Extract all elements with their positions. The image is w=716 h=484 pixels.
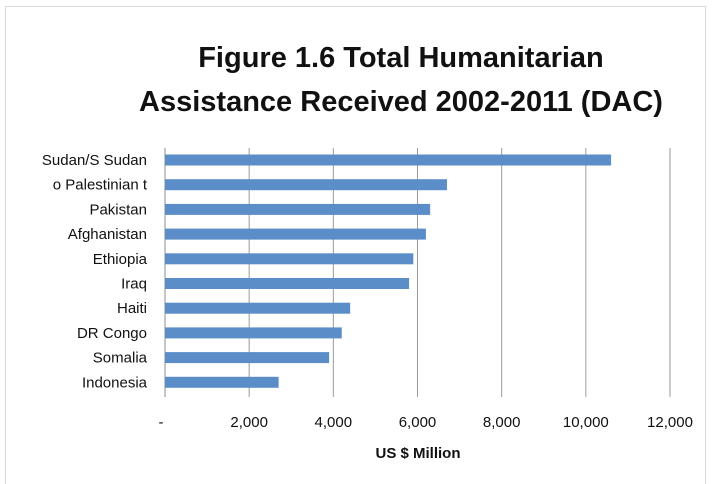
category-label: Somalia	[93, 350, 148, 367]
x-tick-label: 10,000	[563, 414, 609, 431]
category-label: Indonesia	[82, 374, 148, 391]
bars	[165, 154, 612, 388]
bar	[165, 278, 410, 289]
x-axis-title: US $ Million	[375, 445, 460, 462]
bar	[165, 352, 330, 364]
x-tick-label: 4,000	[315, 414, 353, 431]
x-tick-label: 6,000	[399, 414, 437, 431]
chart-title: Figure 1.6 Total Humanitarian Assistance…	[96, 36, 706, 124]
category-label: Pakistan	[89, 201, 147, 218]
chart-title-line-1: Figure 1.6 Total Humanitarian	[198, 42, 604, 74]
x-tick-labels: - 2,000 4,000 6,000 8,000 10,000 12,000	[159, 414, 693, 431]
bar	[165, 327, 342, 339]
bar	[165, 179, 447, 191]
bar	[165, 253, 414, 265]
category-labels: Sudan/S Sudan o Palestinian t Pakistan Afgh…	[42, 152, 148, 391]
x-tick-label: 2,000	[230, 414, 268, 431]
category-label: DR Congo	[77, 325, 147, 342]
category-label: o Palestinian t	[53, 177, 148, 194]
category-label: Afghanistan	[68, 226, 147, 243]
bar	[165, 302, 351, 314]
x-tick-label: -	[159, 414, 164, 431]
chart-frame	[5, 6, 706, 484]
x-tick-label: 12,000	[647, 414, 693, 431]
category-label: Ethiopia	[93, 251, 148, 268]
bar	[165, 228, 426, 240]
bar	[165, 203, 431, 215]
bar	[165, 376, 279, 388]
x-tick-label: 8,000	[483, 414, 521, 431]
bar	[165, 154, 612, 166]
chart-title-line-2: Assistance Received 2002-2011 (DAC)	[139, 86, 663, 118]
category-label: Haiti	[117, 300, 147, 317]
category-label: Iraq	[121, 276, 147, 293]
category-label: Sudan/S Sudan	[42, 152, 147, 169]
